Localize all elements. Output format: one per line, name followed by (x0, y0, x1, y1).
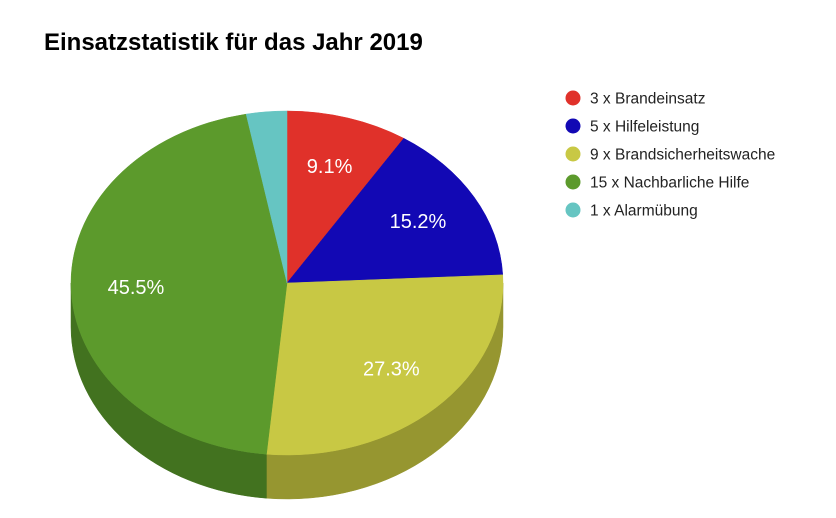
pie-slice-15-x-nachbarliche-hilfe (70, 113, 288, 455)
legend-label-1-x-alarm-bung: 1 x Alarmübung (590, 203, 698, 220)
legend-marker-15-x-nachbarliche-hilfe (565, 174, 581, 190)
legend-label-9-x-brandsicherheitswache: 9 x Brandsicherheitswache (590, 147, 775, 164)
legend-label-5-x-hilfeleistung: 5 x Hilfeleistung (590, 119, 699, 136)
pie-slice-9-x-brandsicherheitswache (266, 274, 504, 456)
legend-marker-5-x-hilfeleistung (565, 118, 581, 134)
pie-slice-3-x-brandeinsatz (286, 110, 405, 284)
pie-slice-1-x-alarm-bung (245, 110, 288, 284)
slice-label-5-x-hilfeleistung: 15.2% (390, 211, 447, 233)
slice-label-3-x-brandeinsatz: 9.1% (307, 156, 353, 178)
legend: 3 x Brandeinsatz 5 x Hilfeleistung 9 x Bra… (565, 90, 775, 220)
pie-label-layer: 9.1% 15.2% 27.3% 45.5% (108, 156, 447, 381)
pie-slice-5-x-hilfeleistung (286, 137, 504, 284)
legend-marker-3-x-brandeinsatz (565, 90, 581, 106)
legend-marker-9-x-brandsicherheitswache (565, 146, 581, 162)
pie-top-layer (70, 110, 504, 456)
slice-label-15-x-nachbarliche-hilfe: 45.5% (108, 277, 165, 299)
legend-label-3-x-brandeinsatz: 3 x Brandeinsatz (590, 91, 705, 108)
legend-label-15-x-nachbarliche-hilfe: 15 x Nachbarliche Hilfe (590, 175, 749, 192)
chart-title: Einsatzstatistik für das Jahr 2019 (44, 29, 423, 56)
slice-label-9-x-brandsicherheitswache: 27.3% (363, 358, 420, 380)
legend-marker-1-x-alarm-bung (565, 202, 581, 218)
